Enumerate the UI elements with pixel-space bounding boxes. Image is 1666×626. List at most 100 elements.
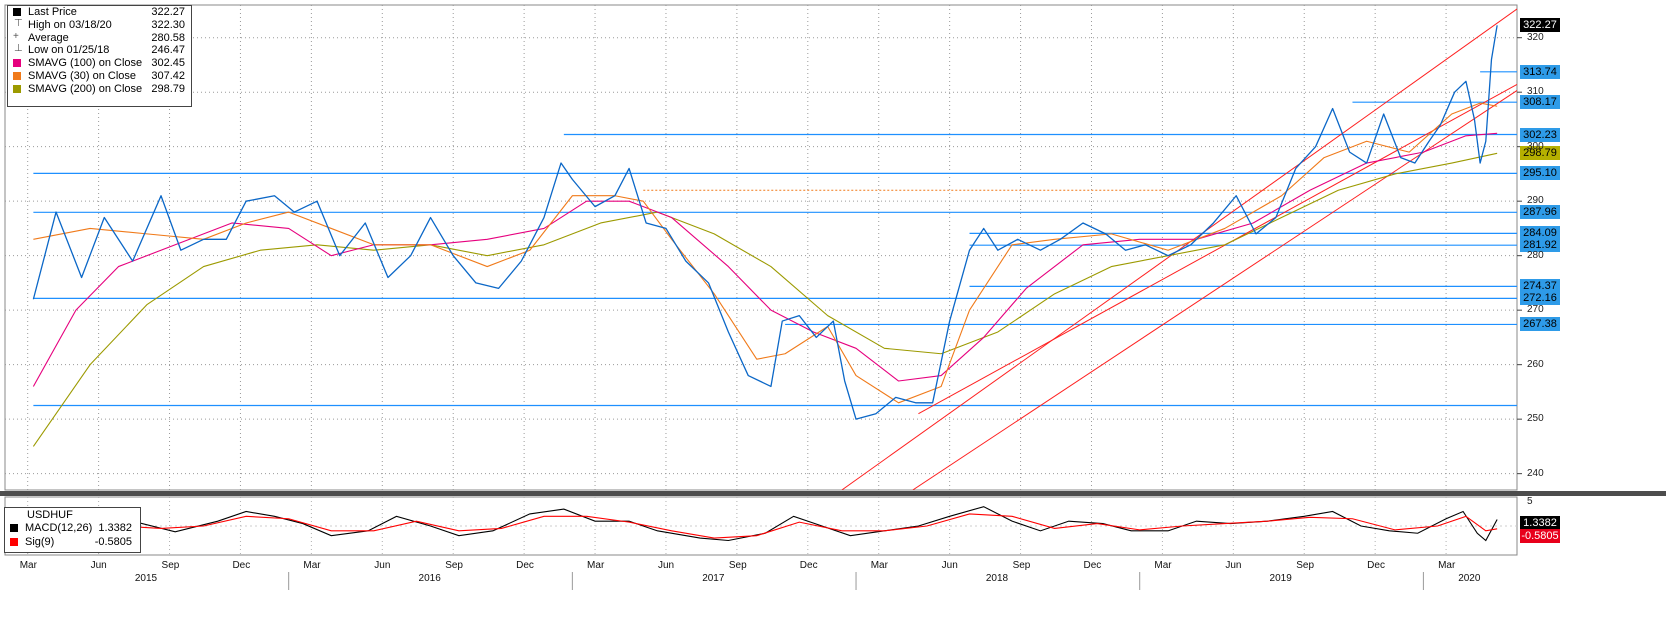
macd-title: USDHUF [27,509,73,521]
x-tick-label: Jun [1225,560,1242,571]
year-label: 2018 [985,573,1009,584]
y-tick-label: 280 [1527,249,1544,261]
legend-label: Last Price [28,6,77,18]
sma200-series-line [32,152,1498,447]
y-tick-label: 260 [1527,358,1544,370]
sma100-series-line [32,132,1498,387]
x-tick-label: Dec [799,560,818,571]
year-label: 2020 [1458,573,1481,584]
trend-line [841,8,1517,490]
value-tag: 267.38 [1520,317,1560,332]
y-tick-label: 310 [1527,86,1544,98]
x-tick-label: Sep [728,560,747,571]
macd-value-tag: -0.5805 [1520,529,1560,543]
value-tag: 274.37 [1520,279,1560,294]
y-tick-label: 250 [1527,413,1544,425]
legend-label: Average [28,31,69,44]
signal-swatch [10,538,18,546]
legend-row-macd: MACD(12,26) 1.3382 [5,522,140,535]
legend-value: 298.79 [151,82,185,95]
legend-value: 302.45 [151,57,185,70]
legend-row-sma200: SMAVG (200) on Close 298.79 [8,83,191,96]
legend-row-signal: Sig(9) -0.5805 [5,536,140,549]
last-price-swatch [13,8,21,16]
x-tick-label: Dec [1367,560,1385,571]
value-tag: 284.09 [1520,226,1560,241]
macd-series-line [33,506,1498,542]
value-tag: 272.16 [1520,291,1560,306]
legend-value: 322.30 [151,18,185,31]
value-tag: 308.17 [1520,95,1560,110]
x-tick-label: Sep [1296,560,1315,571]
value-tag: 302.23 [1520,127,1560,142]
value-tag: 281.92 [1520,238,1560,253]
legend-row-sma100: SMAVG (100) on Close 302.45 [8,57,191,70]
trend-line [918,83,1517,415]
legend-value: 280.58 [151,31,185,44]
price-panel-frame [4,4,1518,491]
x-tick-label: Jun [657,560,675,571]
x-tick-label: Sep [161,560,180,571]
legend-row-last-price: Last Price 322.27 [8,6,191,19]
x-tick-label: Sep [1012,560,1031,571]
high-marker-icon: ⊤ [14,17,23,29]
y-tick-label: 300 [1527,140,1544,152]
value-tag: 313.74 [1520,64,1560,79]
y-tick-label: 240 [1527,467,1544,479]
value-tag: 287.96 [1520,205,1560,220]
value-tag: 295.10 [1520,166,1560,181]
sma100-swatch [13,59,21,68]
legend-label: SMAVG (200) on Close [28,82,143,95]
legend-row-high: ⊤ High on 03/18/20 322.30 [8,17,191,32]
signal-series-line [33,513,1498,539]
macd-swatch [10,524,18,532]
macd-value-tag: 1.3382 [1520,516,1560,530]
legend-value: 322.27 [151,6,185,18]
y-tick-label: 290 [1527,195,1544,207]
x-tick-label: Jun [941,560,958,571]
low-marker-icon: ⊥ [14,43,23,55]
x-tick-label: Mar [1154,560,1172,571]
sma30-swatch [13,71,21,80]
value-tag: 322.27 [1520,18,1560,33]
panel-separator [0,491,1666,496]
legend-value: 1.3382 [98,522,132,534]
x-tick-label: Mar [587,560,605,571]
macd-y-tick-label: 5 [1527,495,1533,507]
x-tick-label: Jun [374,560,391,571]
price-series-line [32,25,1498,420]
legend-label: SMAVG (100) on Close [28,57,143,70]
legend-label: High on 03/18/20 [28,18,112,31]
legend-value: 307.42 [151,69,185,82]
y-tick-label: 270 [1527,304,1544,316]
legend-value: -0.5805 [94,536,132,548]
legend-label: MACD(12,26) [25,522,93,534]
x-tick-label: Dec [232,560,251,571]
x-tick-label: Dec [516,560,534,571]
legend-value: 246.47 [151,44,185,57]
legend-row-sma30: SMAVG (30) on Close 307.42 [8,70,191,83]
legend-label: Sig(9) [25,536,55,548]
x-tick-label: Mar [303,560,321,571]
legend-row-average: + Average 280.58 [8,30,191,45]
x-tick-label: Mar [1438,560,1456,571]
sma30-series-line [33,102,1498,404]
y-tick-label: 320 [1527,31,1544,43]
sma200-swatch [13,84,21,93]
legend-row-low: ⊥ Low on 01/25/18 246.47 [8,43,191,57]
x-tick-label: Dec [1083,560,1102,571]
year-label: 2019 [1269,573,1292,584]
year-label: 2017 [702,573,725,584]
x-tick-label: Sep [445,560,463,571]
x-tick-label: Jun [90,560,107,571]
price-legend: Last Price 322.27 ⊤ High on 03/18/20 322… [7,5,192,107]
legend-label: Low on 01/25/18 [28,44,110,57]
macd-legend: USDHUF MACD(12,26) 1.3382 Sig(9) -0.5805 [4,507,141,553]
x-tick-label: Mar [19,560,37,571]
value-tag: 298.79 [1520,146,1560,161]
year-label: 2015 [134,573,158,584]
average-marker-icon: + [13,30,19,42]
legend-label: SMAVG (30) on Close [28,69,137,82]
